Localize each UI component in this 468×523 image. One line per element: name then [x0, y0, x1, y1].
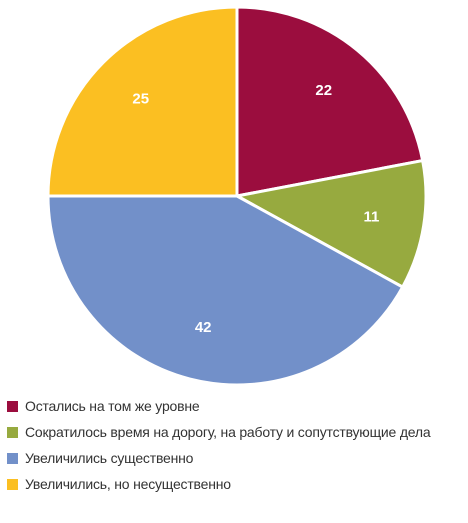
legend-item: Остались на том же уровне	[7, 393, 430, 419]
pie-slice	[46, 194, 405, 387]
legend-label: Увеличились существенно	[25, 450, 194, 466]
pie-slices	[46, 5, 428, 387]
legend-label: Сократилось время на дорогу, на работу и…	[25, 424, 431, 440]
legend: Остались на том же уровне Сократилось вр…	[7, 393, 431, 497]
legend-item: Увеличились, но несущественно	[7, 471, 430, 497]
legend-label: Остались на том же уровне	[25, 398, 200, 414]
legend-item: Увеличились существенно	[7, 445, 430, 471]
slice-labels: 22 11 42 25	[132, 82, 379, 336]
pie-slice	[235, 159, 428, 289]
pie-slice	[46, 5, 239, 198]
legend-swatch	[7, 452, 18, 464]
slice-value-label: 22	[315, 82, 332, 99]
legend-swatch	[7, 426, 18, 438]
slice-value-label: 11	[363, 208, 379, 225]
legend-label: Увеличились, но несущественно	[25, 476, 231, 492]
legend-swatch	[7, 400, 18, 412]
pie-slice	[235, 5, 425, 198]
slice-value-label: 25	[132, 91, 149, 108]
legend-swatch	[7, 478, 18, 490]
legend-item: Сократилось время на дорогу, на работу и…	[7, 419, 431, 445]
slice-value-label: 42	[195, 319, 212, 336]
pie-chart: 22 11 42 25	[46, 5, 428, 387]
